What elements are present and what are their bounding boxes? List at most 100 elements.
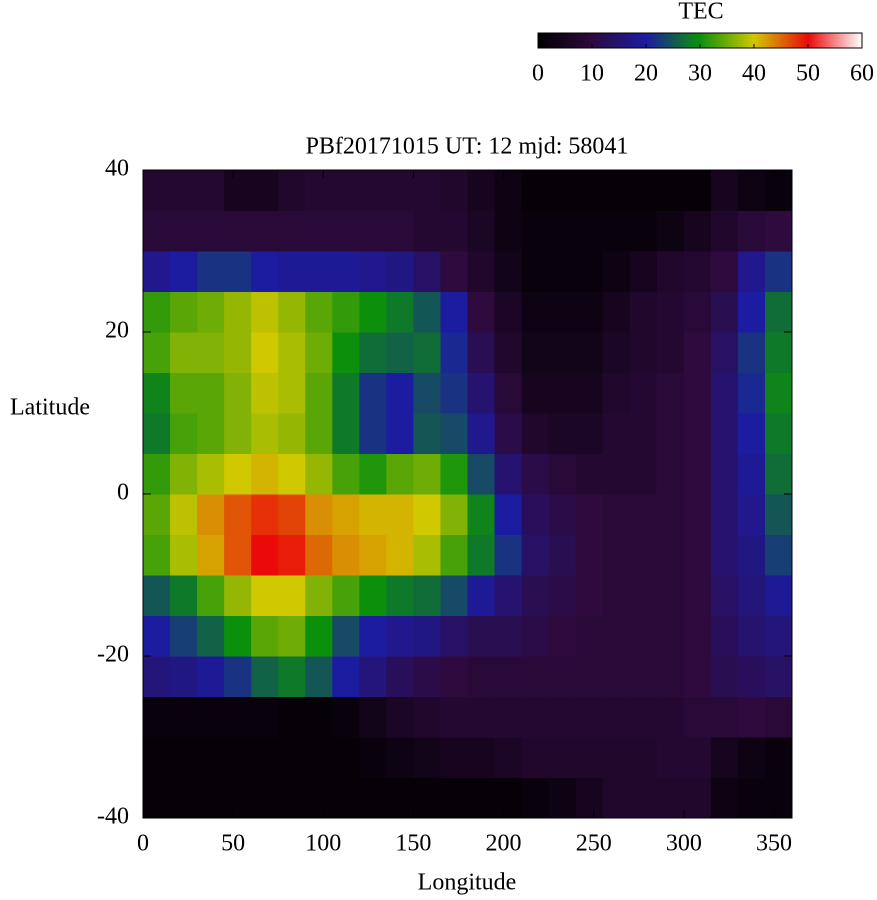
heatmap-cell [629, 251, 658, 292]
heatmap-cell [737, 534, 766, 576]
heatmap-cell [521, 413, 550, 454]
heatmap-cell [224, 251, 252, 292]
heatmap-cell [386, 656, 414, 697]
heatmap-cell [575, 291, 604, 333]
heatmap-cell [494, 575, 523, 616]
y-tick-label: 20 [105, 318, 129, 344]
heatmap-cell [764, 696, 793, 738]
heatmap-cell [359, 210, 387, 252]
heatmap-cell [440, 575, 468, 616]
heatmap-cell [413, 372, 441, 414]
colorbar-title: TEC [678, 0, 723, 25]
heatmap-cell [278, 615, 306, 657]
heatmap-cell [143, 737, 171, 778]
heatmap-cell [305, 737, 333, 778]
heatmap-cell [575, 170, 604, 211]
heatmap-cell [440, 413, 468, 454]
heatmap-cell [170, 777, 198, 819]
heatmap-cell [683, 413, 712, 454]
heatmap-cell [224, 332, 252, 373]
heatmap-cell [521, 453, 550, 495]
heatmap-cell [251, 696, 279, 738]
heatmap-cell [737, 170, 766, 211]
heatmap-cell [197, 251, 225, 292]
heatmap-cell [278, 737, 306, 778]
heatmap-cell [764, 170, 793, 211]
heatmap-cell [602, 696, 631, 738]
heatmap-cell [197, 170, 225, 211]
heatmap-cell [305, 696, 333, 738]
x-tick-label: 0 [137, 831, 149, 857]
heatmap-cell [170, 494, 198, 535]
heatmap-cell [305, 332, 333, 373]
heatmap-cell [278, 251, 306, 292]
heatmap-cell [170, 656, 198, 697]
heatmap-cell [251, 413, 279, 454]
heatmap-cell [440, 656, 468, 697]
heatmap-cell [170, 413, 198, 454]
heatmap-cell [170, 291, 198, 333]
heatmap-cell [386, 737, 414, 778]
y-tick-label: -20 [97, 642, 129, 668]
heatmap-cell [521, 251, 550, 292]
heatmap-cell [359, 777, 387, 819]
heatmap-cell [143, 656, 171, 697]
heatmap-cell [494, 170, 523, 211]
heatmap-cell [197, 413, 225, 454]
heatmap-cell [737, 453, 766, 495]
heatmap-cell [629, 737, 658, 778]
heatmap-cell [710, 372, 739, 414]
heatmap-cell [764, 291, 793, 333]
heatmap-cell [413, 251, 441, 292]
heatmap-cell [413, 615, 441, 657]
heatmap-cell [575, 372, 604, 414]
heatmap-cell [359, 615, 387, 657]
heatmap-cell [683, 777, 712, 819]
heatmap-cell [197, 696, 225, 738]
heatmap-cell [386, 372, 414, 414]
heatmap-cell [197, 615, 225, 657]
heatmap-cell [710, 332, 739, 373]
heatmap-cell [359, 291, 387, 333]
heatmap-cell [197, 656, 225, 697]
heatmap-cell [710, 656, 739, 697]
heatmap-cell [467, 210, 496, 252]
heatmap-cell [548, 696, 577, 738]
heatmap-cell [305, 534, 333, 576]
heatmap-cell [683, 656, 712, 697]
heatmap-cell [494, 413, 523, 454]
heatmap-cell [683, 534, 712, 576]
colorbar-tick-label: 0 [532, 61, 544, 87]
heatmap-cell [521, 210, 550, 252]
heatmap-cell [251, 453, 279, 495]
heatmap-cell [386, 575, 414, 616]
colorbar-tick-label: 60 [850, 61, 874, 87]
heatmap-cell [278, 656, 306, 697]
heatmap-cell [386, 170, 414, 211]
heatmap-cell [143, 170, 171, 211]
heatmap-cell [494, 737, 523, 778]
heatmap-cell [575, 615, 604, 657]
heatmap-cell [332, 332, 360, 373]
heatmap-cell [764, 332, 793, 373]
heatmap-cell [467, 494, 496, 535]
heatmap-cell [278, 696, 306, 738]
heatmap-cell [629, 170, 658, 211]
heatmap-cell [467, 251, 496, 292]
heatmap-cell [224, 291, 252, 333]
heatmap-cell [575, 332, 604, 373]
heatmap-cell [575, 696, 604, 738]
heatmap-cell [224, 170, 252, 211]
heatmap-cell [440, 777, 468, 819]
heatmap-cell [494, 494, 523, 535]
heatmap-cell [575, 251, 604, 292]
heatmap-cell [575, 413, 604, 454]
colorbar-tick-label: 10 [580, 61, 604, 87]
heatmap-cell [602, 372, 631, 414]
heatmap-cell [305, 170, 333, 211]
heatmap-cell [197, 534, 225, 576]
heatmap-cell [440, 534, 468, 576]
heatmap-cell [440, 251, 468, 292]
heatmap-cell [440, 332, 468, 373]
heatmap-cell [143, 332, 171, 373]
